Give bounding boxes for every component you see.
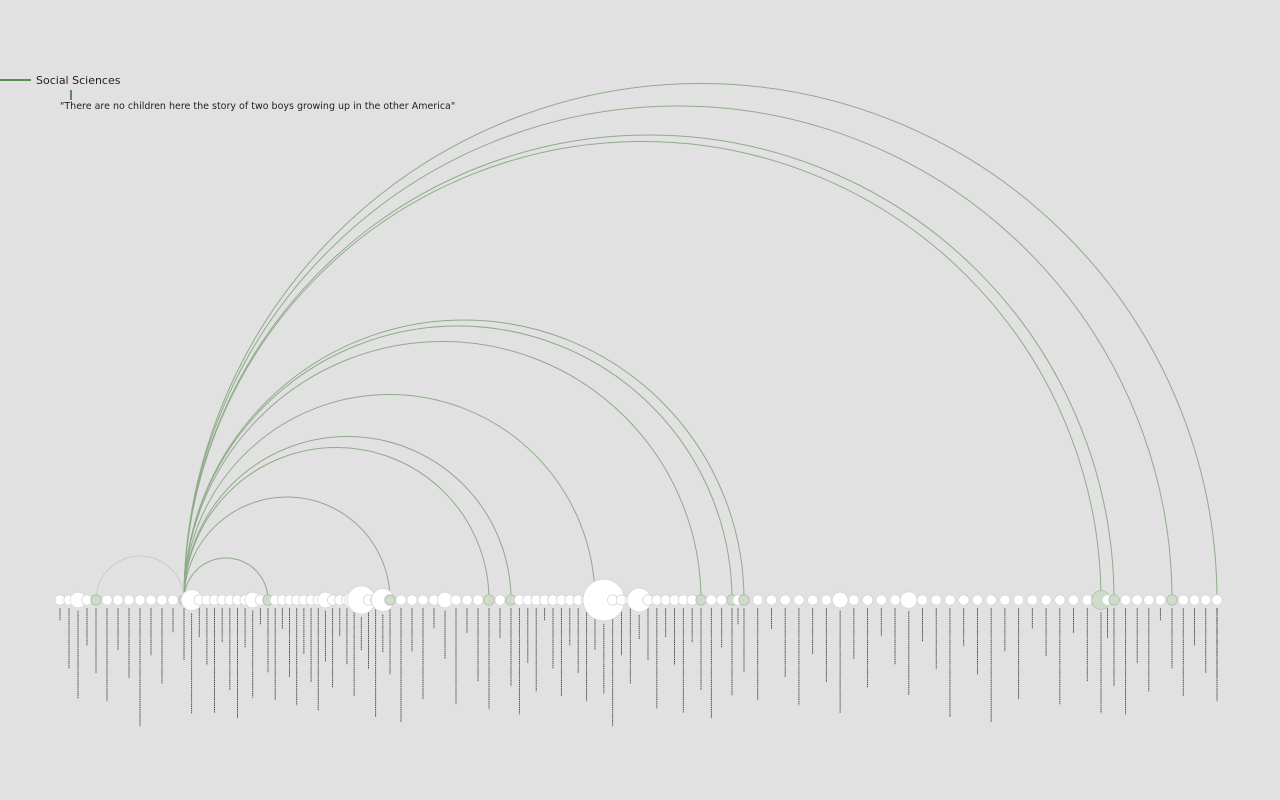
node[interactable] xyxy=(705,594,717,606)
legend-swatch xyxy=(0,79,31,81)
node[interactable] xyxy=(1067,594,1080,606)
node[interactable] xyxy=(916,594,929,606)
node[interactable] xyxy=(1013,594,1025,606)
node[interactable] xyxy=(1188,594,1201,606)
node[interactable] xyxy=(861,594,874,606)
node[interactable] xyxy=(889,594,901,606)
node[interactable] xyxy=(384,594,396,606)
node[interactable] xyxy=(1026,594,1038,606)
node[interactable] xyxy=(875,594,887,606)
link-arc xyxy=(183,325,733,601)
node[interactable] xyxy=(494,594,506,606)
node[interactable] xyxy=(944,594,956,606)
node[interactable] xyxy=(1211,594,1223,606)
node[interactable] xyxy=(1177,594,1189,606)
node[interactable] xyxy=(145,594,157,606)
node[interactable] xyxy=(793,594,805,606)
link-arc xyxy=(183,341,702,601)
node[interactable] xyxy=(406,594,418,606)
link-arc xyxy=(183,394,596,601)
node[interactable] xyxy=(971,594,984,606)
node[interactable] xyxy=(752,594,764,606)
node[interactable] xyxy=(156,594,168,606)
node[interactable] xyxy=(999,594,1011,606)
link-arc xyxy=(183,436,512,601)
link-arc xyxy=(183,134,1115,601)
node[interactable] xyxy=(985,594,997,606)
category-legend[interactable]: Social Sciences xyxy=(0,70,120,90)
node[interactable] xyxy=(483,594,495,606)
node[interactable] xyxy=(716,594,728,606)
node[interactable] xyxy=(1143,594,1155,606)
node[interactable] xyxy=(1108,594,1120,606)
node[interactable] xyxy=(820,594,832,606)
node[interactable] xyxy=(134,594,146,606)
link-arc xyxy=(183,105,1173,601)
link-arc xyxy=(183,496,391,601)
link-arc xyxy=(183,447,490,601)
legend-label: Social Sciences xyxy=(36,73,121,87)
node[interactable] xyxy=(1054,594,1066,606)
node[interactable] xyxy=(472,594,484,606)
node[interactable] xyxy=(807,594,819,606)
node[interactable] xyxy=(1166,594,1178,606)
node[interactable] xyxy=(1120,594,1132,606)
selected-connector xyxy=(70,90,72,100)
node[interactable] xyxy=(958,594,970,606)
node[interactable] xyxy=(831,591,849,609)
node[interactable] xyxy=(765,594,778,606)
node[interactable] xyxy=(395,594,407,606)
node[interactable] xyxy=(167,594,179,606)
label-layer xyxy=(59,608,1218,727)
link-arc xyxy=(183,141,1102,601)
link-arc xyxy=(95,555,185,601)
link-arc xyxy=(183,557,269,601)
arc-layer xyxy=(95,83,1218,601)
node[interactable] xyxy=(1081,594,1093,606)
link-arc xyxy=(183,83,1218,601)
node[interactable] xyxy=(1154,594,1167,606)
node[interactable] xyxy=(930,594,942,606)
node[interactable] xyxy=(112,594,124,606)
node[interactable] xyxy=(461,594,473,606)
node[interactable] xyxy=(417,594,429,606)
node[interactable] xyxy=(90,594,102,606)
node[interactable] xyxy=(779,594,791,606)
node[interactable] xyxy=(450,594,462,606)
node[interactable] xyxy=(1131,594,1143,606)
node[interactable] xyxy=(101,594,113,606)
node-layer xyxy=(54,578,1223,622)
node[interactable] xyxy=(848,594,860,606)
node[interactable] xyxy=(738,594,750,606)
node[interactable] xyxy=(1200,594,1212,606)
selected-node-title: "There are no children here the story of… xyxy=(60,101,456,112)
node[interactable] xyxy=(123,594,135,606)
node[interactable] xyxy=(1040,594,1052,606)
node[interactable] xyxy=(695,594,707,606)
node[interactable] xyxy=(900,591,918,609)
link-arc xyxy=(183,319,745,601)
